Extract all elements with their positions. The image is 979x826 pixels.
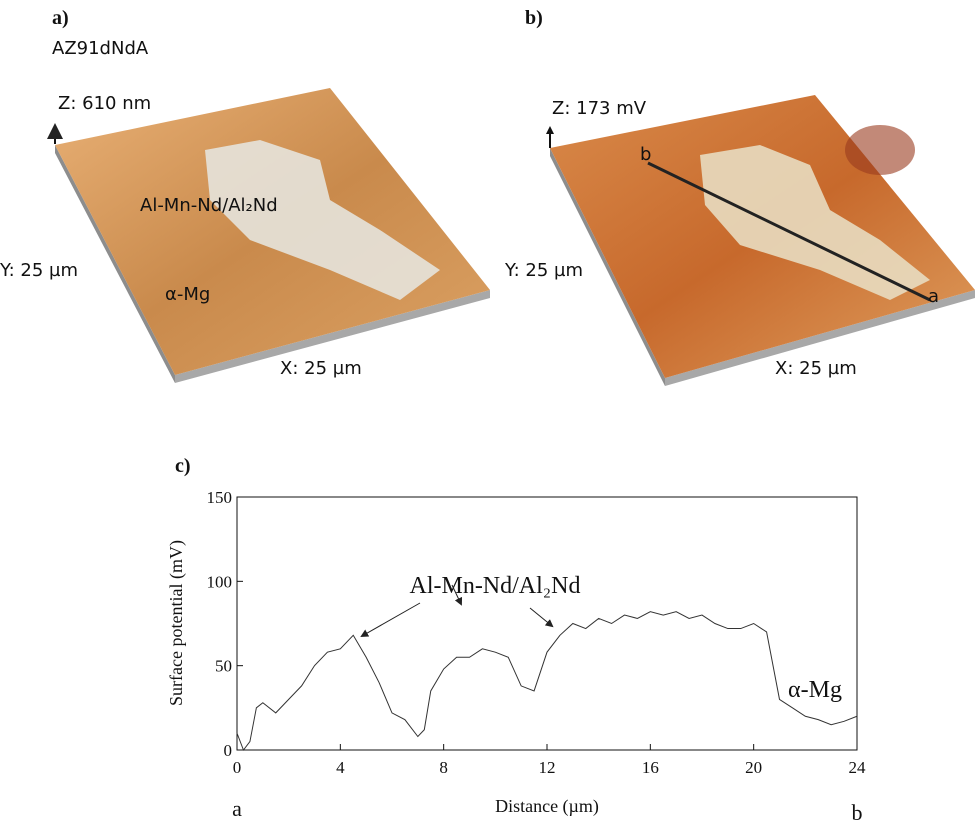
x-tick-label: 12 bbox=[539, 758, 556, 777]
z-axis-label: Z: 173 mV bbox=[552, 98, 647, 119]
x-tick-label: 4 bbox=[336, 758, 345, 777]
profile-start-label: a bbox=[232, 796, 242, 821]
annotation: α-Mg bbox=[788, 677, 842, 703]
phase-label: α-Mg bbox=[165, 284, 210, 305]
panel-label: a) bbox=[52, 7, 69, 29]
y-axis-title: Surface potential (mV) bbox=[166, 540, 187, 706]
line-end-label: a bbox=[928, 286, 939, 307]
kpfm-potential-map bbox=[546, 95, 975, 386]
sample-name: AZ91dNdA bbox=[52, 38, 149, 59]
data-line bbox=[237, 612, 857, 750]
x-tick-label: 8 bbox=[439, 758, 448, 777]
afm-topography bbox=[55, 88, 490, 383]
figure: a) AZ91dNdA Z: 610 nm Y: 25 µm Al-Mn-Nd/… bbox=[0, 0, 979, 826]
z-axis-label: Z: 610 nm bbox=[58, 93, 151, 114]
y-tick-label: 150 bbox=[207, 488, 233, 507]
x-tick-label: 0 bbox=[233, 758, 242, 777]
plot-frame bbox=[237, 497, 857, 750]
y-axis-label: Y: 25 µm bbox=[0, 260, 78, 281]
annotation: Al-Mn-Nd/Al₂Nd bbox=[409, 573, 580, 599]
x-tick-label: 16 bbox=[642, 758, 659, 777]
y-tick-label: 50 bbox=[215, 657, 232, 676]
page: a) AZ91dNdA Z: 610 nm Y: 25 µm Al-Mn-Nd/… bbox=[0, 0, 979, 826]
x-axis-label: X: 25 µm bbox=[775, 358, 857, 379]
profile-end-label: b bbox=[852, 800, 863, 825]
x-tick-label: 24 bbox=[849, 758, 867, 777]
panel-label: b) bbox=[525, 7, 543, 29]
x-tick-label: 20 bbox=[745, 758, 762, 777]
panel-label: c) bbox=[175, 455, 191, 477]
y-tick-label: 0 bbox=[224, 741, 233, 760]
phase-label: Al-Mn-Nd/Al₂Nd bbox=[140, 195, 278, 216]
y-axis-label: Y: 25 µm bbox=[504, 260, 583, 281]
y-tick-label: 100 bbox=[207, 572, 233, 591]
x-axis-label: X: 25 µm bbox=[280, 358, 362, 379]
line-end-label: b bbox=[640, 144, 651, 165]
x-axis-title: Distance (µm) bbox=[495, 796, 599, 817]
